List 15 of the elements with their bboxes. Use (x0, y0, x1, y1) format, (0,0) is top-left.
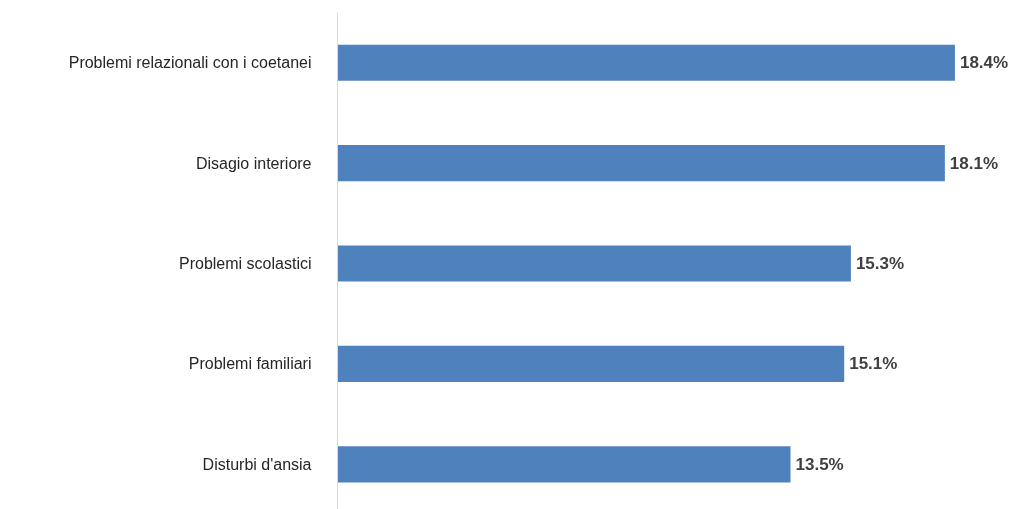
data-label: 13.5% (795, 454, 844, 474)
y-tick-label: Problemi familiari (188, 355, 312, 373)
y-tick-label: Problemi scolastici (179, 255, 312, 273)
bar (337, 446, 791, 483)
data-label: 15.3% (855, 254, 905, 274)
bar (337, 44, 955, 81)
bar (337, 345, 845, 382)
y-tick-label: Disagio interiore (195, 154, 312, 172)
y-tick-label: Disturbi d'ansia (202, 455, 312, 473)
data-label: 15.1% (849, 354, 898, 374)
bar (337, 245, 851, 282)
data-label: 18.4% (959, 53, 1009, 73)
data-label: 18.1% (949, 153, 999, 173)
bar (337, 145, 945, 182)
y-tick-label: Problemi relazionali con i coetanei (68, 54, 312, 72)
